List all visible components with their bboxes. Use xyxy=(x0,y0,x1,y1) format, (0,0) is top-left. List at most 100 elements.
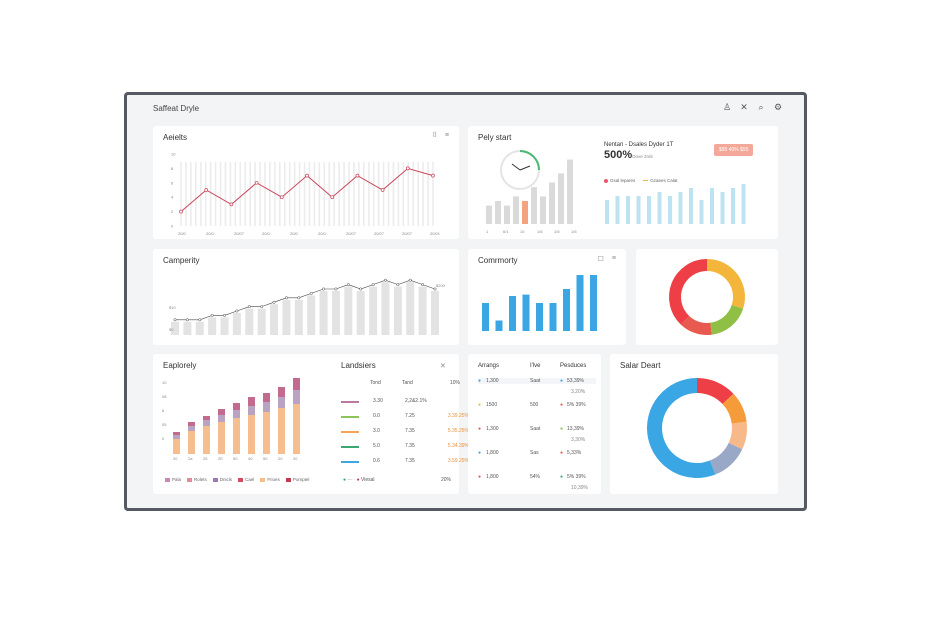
bar xyxy=(393,286,402,335)
poly-chart: 1 6/1 10 1/6 1/6 1/6 xyxy=(486,150,746,234)
alerts-title: Aeielts xyxy=(163,133,188,142)
table-cell: 2,2&2.1% xyxy=(405,398,427,404)
table-cell: 3.0 xyxy=(373,428,380,434)
status-dot: ● xyxy=(478,450,482,456)
explorely-card: Eaplorely 10 08 6 05 0 20 2a 25 2E 50 40 50 20 20 Pal… xyxy=(153,354,469,494)
bar xyxy=(509,296,516,331)
bar xyxy=(344,286,353,335)
y-tick-label: 10 xyxy=(162,380,167,385)
data-point xyxy=(305,173,309,178)
donut-slice xyxy=(707,259,745,309)
y-tick-label: 8 xyxy=(171,166,174,171)
data-point xyxy=(247,305,251,309)
data-point xyxy=(204,188,209,192)
data-point xyxy=(309,291,313,295)
table-cell: 0.0 xyxy=(373,413,380,419)
series-line xyxy=(175,279,436,321)
gear-icon[interactable]: ⚙ xyxy=(774,102,783,112)
y-tick-label: 0 xyxy=(171,224,174,229)
table-cell: 5,33% xyxy=(567,450,582,456)
title-bar: Saffeat Dryle ♙ ✕ ⌕ ⚙ xyxy=(127,95,804,121)
capacity-card: Camperity $10 $0 $200 xyxy=(153,249,459,345)
bar xyxy=(406,282,415,335)
table-cell: 3,30% xyxy=(571,437,586,443)
x-tick-label: 1/6 xyxy=(554,229,560,234)
x-tick-label: 20/07 xyxy=(374,231,385,236)
y-tick-label: 6 xyxy=(171,180,174,185)
stack-segment xyxy=(218,409,225,415)
table-row[interactable]: ● 1,300 Saat ● 53,39% xyxy=(478,378,596,384)
close-icon[interactable]: ✕ xyxy=(740,102,748,112)
close-icon[interactable]: ✕ xyxy=(440,363,446,370)
sales-heading: Nentan - Dsales Dyder 1T xyxy=(604,142,674,148)
bar xyxy=(257,308,266,335)
table-cell: 5% 39% xyxy=(567,402,586,408)
data-point xyxy=(359,287,363,291)
table-cell: 7.35 xyxy=(405,428,415,434)
bar xyxy=(356,291,365,335)
bar xyxy=(567,159,573,224)
bar xyxy=(522,201,528,224)
data-point xyxy=(210,313,214,317)
legend-item: Rolets xyxy=(187,477,207,482)
table-row[interactable]: ● 1,800 54% ● 5% 39% xyxy=(478,474,596,480)
bar xyxy=(504,205,510,224)
gauge-hand xyxy=(519,165,531,171)
stack-segment xyxy=(173,435,180,439)
stack-segment xyxy=(293,390,300,404)
x-tick-label: 1/6 xyxy=(571,229,577,234)
table-cell: 5.34.39% xyxy=(447,443,469,449)
bar xyxy=(482,303,489,331)
donut-slice xyxy=(669,259,707,325)
row-swatch xyxy=(341,431,359,433)
bar xyxy=(220,317,229,335)
table-row[interactable]: ● 1,800 Sas ● 5,33% xyxy=(478,450,596,456)
data-point xyxy=(223,313,226,317)
bar xyxy=(486,205,492,224)
search-icon[interactable]: ⌕ xyxy=(758,102,764,112)
bar xyxy=(431,291,439,335)
bar xyxy=(208,317,217,335)
table-row: 3.0 7.35 5.35.25% xyxy=(341,428,469,434)
sales-legend: Gsal lepares Gzaees Calat xyxy=(604,178,678,183)
bar xyxy=(183,321,192,335)
x-tick-label: 20/0 xyxy=(318,231,327,236)
table-cell: 54% xyxy=(530,474,541,480)
stack-segment xyxy=(278,387,285,397)
data-point xyxy=(396,283,400,287)
donut-slice xyxy=(710,305,744,335)
x-tick-label: 1/6 xyxy=(537,229,543,234)
stack-segment xyxy=(203,420,210,426)
table-row[interactable]: ● 1,300 Saat ● 13,39% xyxy=(478,426,596,432)
menu-icon[interactable]: ≡ xyxy=(444,132,449,139)
stack-segment xyxy=(233,403,240,410)
donut-slice xyxy=(647,378,716,478)
status-dot: ● xyxy=(478,426,482,432)
table-cell: 1,800 xyxy=(486,450,499,456)
poly-card: Pely start 1 6/1 10 1/6 1/6 1/6 Nentan - Dsal… xyxy=(468,126,778,239)
table-cell: 500 xyxy=(530,402,539,408)
table-row[interactable]: ● 1500 500 ● 5% 39% xyxy=(478,402,596,408)
column-header: Arrangs xyxy=(478,363,500,369)
table-cell: 3,20% xyxy=(571,389,586,395)
stack-segment xyxy=(173,439,180,454)
alerts-line-chart: 10 8 6 4 2 0 20/0 20/0 20/07 20/0 20/0 20/0 20/07 20/… xyxy=(171,152,441,237)
y-tick-label: $10 xyxy=(169,305,176,310)
x-tick-label: 2a xyxy=(188,456,193,461)
table-cell: Saat xyxy=(530,426,541,432)
expand-icon[interactable]: ☐ xyxy=(597,256,604,263)
bar xyxy=(741,184,746,224)
stack-segment xyxy=(218,415,225,422)
bar xyxy=(668,196,672,224)
person-icon[interactable]: ♙ xyxy=(723,102,732,112)
sales-value: 500% xyxy=(604,149,633,161)
alerts-card: Aeielts ⌷ ≡ 10 8 6 4 2 0 20/0 20/0 20/07 20/0 20/0… xyxy=(153,126,459,239)
table-cell: 3.39.25% xyxy=(447,413,469,419)
donut-slice xyxy=(728,421,747,450)
expand-icon[interactable]: ⌷ xyxy=(432,132,437,139)
status-dot: ● xyxy=(478,474,482,480)
x-tick-label: 20/07 xyxy=(402,231,413,236)
menu-icon[interactable]: ≡ xyxy=(611,255,616,262)
stack-segment xyxy=(293,404,300,454)
footer-value: 20% xyxy=(440,477,451,483)
